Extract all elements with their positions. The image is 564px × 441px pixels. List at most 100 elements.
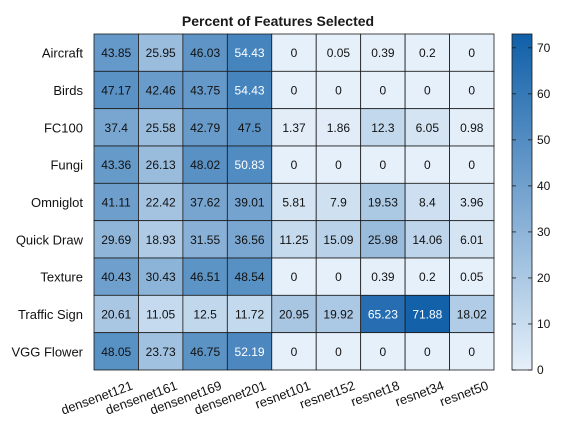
row-label: Fungi bbox=[50, 158, 83, 173]
heatmap-cell bbox=[449, 145, 495, 184]
cell-value-label: 6.05 bbox=[416, 121, 440, 135]
heatmap-cell bbox=[182, 294, 228, 334]
cell-value-label: 47.5 bbox=[238, 121, 262, 135]
cell-value-label: 11.72 bbox=[235, 308, 264, 322]
cell-value-label: 12.5 bbox=[193, 308, 217, 322]
cell-value-label: 0 bbox=[424, 84, 431, 98]
cell-value-label: 37.4 bbox=[105, 121, 129, 135]
cell-value-label: 31.55 bbox=[190, 233, 220, 247]
cell-value-label: 46.51 bbox=[190, 270, 220, 284]
cell-value-label: 14.06 bbox=[412, 233, 442, 247]
heatmap-cell bbox=[226, 294, 273, 334]
cell-value-label: 15.09 bbox=[323, 233, 353, 247]
heatmap-cell bbox=[271, 220, 317, 259]
cell-value-label: 37.62 bbox=[190, 196, 220, 210]
cell-value-label: 48.54 bbox=[235, 270, 265, 284]
cell-value-label: 18.02 bbox=[457, 308, 487, 322]
heatmap-cell bbox=[404, 220, 450, 259]
cell-value-label: 0 bbox=[424, 345, 431, 359]
heatmap-cell bbox=[271, 257, 317, 296]
heatmap-cell bbox=[315, 332, 362, 371]
colorbar-tick-label: 10 bbox=[537, 317, 551, 331]
cell-value-label: 47.17 bbox=[101, 84, 131, 98]
heatmap-cell bbox=[271, 70, 317, 110]
cell-value-label: 0 bbox=[468, 46, 475, 60]
cell-value-label: 0 bbox=[380, 345, 387, 359]
heatmap-cells: 43.85 25.95 46.03 54.43 0 0.05 0.39 0.2 0 47.17 42… bbox=[93, 33, 495, 371]
colorbar-tick-label: 30 bbox=[537, 225, 551, 239]
heatmap-cell bbox=[182, 332, 228, 371]
heatmap-cell bbox=[315, 182, 362, 222]
cell-value-label: 0.98 bbox=[460, 121, 484, 135]
cell-value-label: 25.95 bbox=[146, 46, 176, 60]
row-label: Omniglot bbox=[31, 195, 83, 210]
cell-value-label: 29.69 bbox=[101, 233, 131, 247]
heatmap-cell bbox=[271, 332, 317, 371]
cell-value-label: 52.19 bbox=[235, 345, 265, 359]
cell-value-label: 19.53 bbox=[368, 196, 398, 210]
heatmap-cell bbox=[360, 182, 406, 222]
chart-title: Percent of Features Selected bbox=[182, 13, 374, 29]
row-label: Aircraft bbox=[42, 46, 84, 61]
heatmap-cell bbox=[449, 182, 495, 222]
colorbar: 0 10 20 30 40 50 60 70 bbox=[511, 33, 551, 377]
cell-value-label: 25.98 bbox=[368, 233, 398, 247]
cell-value-label: 0 bbox=[291, 345, 298, 359]
colorbar-tick-label: 50 bbox=[537, 133, 551, 147]
colorbar-tick-label: 0 bbox=[537, 363, 544, 377]
heatmap-cell bbox=[138, 33, 184, 72]
cell-value-label: 20.95 bbox=[279, 308, 309, 322]
cell-value-label: 43.75 bbox=[190, 84, 220, 98]
cell-value-label: 0 bbox=[424, 158, 431, 172]
colorbar-tick-label: 40 bbox=[537, 179, 551, 193]
cell-value-label: 42.46 bbox=[146, 84, 176, 98]
cell-value-label: 0 bbox=[380, 84, 387, 98]
cell-value-label: 0 bbox=[468, 158, 475, 172]
cell-value-label: 0 bbox=[291, 84, 298, 98]
heatmap-cell bbox=[360, 70, 406, 110]
heatmap-cell bbox=[138, 145, 184, 184]
cell-value-label: 48.05 bbox=[101, 345, 131, 359]
cell-value-label: 0.05 bbox=[327, 46, 351, 60]
heatmap-cell bbox=[93, 257, 139, 296]
heatmap-cell bbox=[182, 70, 228, 110]
cell-value-label: 26.13 bbox=[146, 158, 176, 172]
cell-value-label: 0 bbox=[380, 158, 387, 172]
heatmap-cell bbox=[93, 145, 139, 184]
heatmap-cell bbox=[93, 332, 139, 371]
cell-value-label: 0 bbox=[335, 158, 342, 172]
cell-value-label: 46.03 bbox=[190, 46, 220, 60]
heatmap-cell bbox=[449, 220, 495, 259]
heatmap-cell bbox=[449, 70, 495, 110]
cell-value-label: 22.42 bbox=[146, 196, 176, 210]
cell-value-label: 43.36 bbox=[101, 158, 131, 172]
heatmap-cell bbox=[360, 257, 406, 296]
row-label: Quick Draw bbox=[16, 232, 84, 247]
cell-value-label: 12.3 bbox=[371, 121, 395, 135]
heatmap-cell bbox=[182, 220, 228, 259]
heatmap-cell bbox=[93, 70, 139, 110]
heatmap-cell bbox=[226, 220, 273, 259]
cell-value-label: 0 bbox=[291, 46, 298, 60]
heatmap-cell bbox=[182, 33, 228, 72]
cell-value-label: 0 bbox=[468, 84, 475, 98]
cell-value-label: 65.23 bbox=[368, 308, 398, 322]
cell-value-label: 54.43 bbox=[235, 46, 265, 60]
cell-value-label: 40.43 bbox=[101, 270, 131, 284]
row-label: FC100 bbox=[44, 120, 83, 135]
heatmap-cell bbox=[182, 108, 228, 147]
heatmap-cell bbox=[271, 108, 317, 147]
heatmap-cell bbox=[404, 70, 450, 110]
heatmap-cell bbox=[315, 220, 362, 259]
heatmap-cell bbox=[138, 257, 184, 296]
row-labels: Aircraft Birds FC100 Fungi Omniglot Quick Dra… bbox=[11, 46, 83, 360]
cell-value-label: 6.01 bbox=[460, 233, 484, 247]
colorbar-gradient bbox=[511, 33, 533, 371]
cell-value-label: 36.56 bbox=[235, 233, 265, 247]
column-label: resnet34 bbox=[393, 378, 446, 409]
heatmap-cell bbox=[315, 294, 362, 334]
cell-value-label: 41.11 bbox=[102, 196, 131, 210]
heatmap-cell bbox=[449, 332, 495, 371]
cell-value-label: 0.39 bbox=[371, 46, 395, 60]
